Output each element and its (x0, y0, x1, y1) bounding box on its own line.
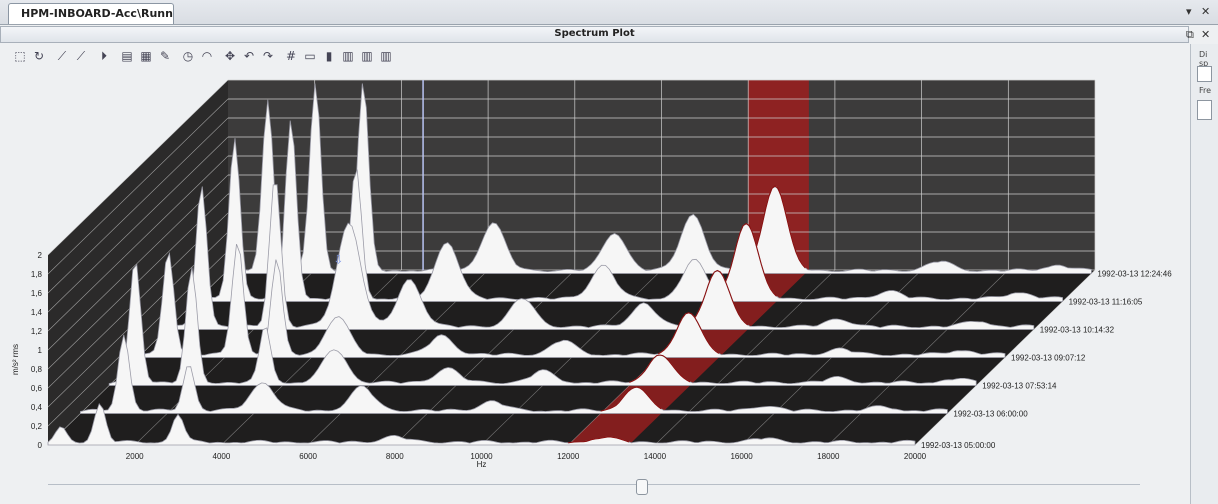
plot-toolbar: ⬚ ↻ ⟋ ⟋ ⏵ ▤ ▦ ✎ ◷ ◠ ✥ ↶ ↷ # ▭ ▮ ▥ ▥ ▥ (12, 48, 394, 68)
x-tick-label: 2000 (126, 452, 144, 461)
x-tick-label: 14000 (644, 452, 667, 461)
line-cursor-icon[interactable]: ⟋ (57, 49, 67, 63)
x-tick-label: 8000 (386, 452, 404, 461)
bars-icon[interactable]: ▥ (342, 49, 354, 63)
bar-highlight-icon[interactable]: ▮ (325, 49, 333, 63)
x-tick-label: 4000 (213, 452, 231, 461)
slope-icon[interactable]: ⟋ (76, 49, 86, 63)
rotate-right-icon[interactable]: ↷ (262, 49, 274, 63)
zoom-select-icon[interactable]: ⬚ (14, 49, 26, 63)
reset-zoom-icon[interactable]: ↻ (33, 49, 45, 63)
tab-dropdown-icon[interactable]: ▾ (1186, 5, 1192, 18)
spectrum-trace[interactable] (108, 263, 977, 386)
y-tick-label: 1,4 (31, 308, 43, 317)
x-axis-label: Hz (477, 460, 487, 469)
side-grid-line (47, 79, 229, 256)
side-grid-line (47, 174, 229, 351)
band-trace-highlight (600, 386, 662, 412)
rotate-left-icon[interactable]: ↶ (243, 49, 255, 63)
scrollbar-thumb[interactable] (636, 479, 648, 495)
side-panel: Di sp Fre (1190, 44, 1218, 504)
clock-icon[interactable]: ◷ (182, 49, 194, 63)
panel-close-icon[interactable]: ✕ (1201, 28, 1211, 41)
series-time-label[interactable]: 1992-03-13 05:00:00 (921, 441, 996, 450)
play-icon[interactable]: ⏵ (100, 49, 107, 63)
side-grid-line (47, 136, 229, 313)
side-label-display: Di sp (1199, 50, 1209, 68)
series-time-label[interactable]: 1992-03-13 09:07:12 (1011, 354, 1086, 363)
band-trace-highlight (715, 222, 777, 297)
panel-title: Spectrum Plot (554, 28, 635, 39)
grid-icon[interactable]: # (285, 49, 297, 63)
spectrum-trace[interactable] (223, 83, 1092, 274)
spectrum-trace[interactable] (80, 334, 948, 414)
spectrum-trace[interactable] (137, 243, 1006, 358)
export-icon[interactable]: ▦ (140, 49, 152, 63)
series-time-label[interactable]: 1992-03-13 10:14:32 (1040, 326, 1115, 335)
document-tab-bar: HPM-INBOARD-Acc\Running\... ▾ ✕ (0, 0, 1218, 25)
table-icon[interactable]: ▭ (304, 49, 316, 63)
y-axis-label: m/s² rms (11, 344, 20, 375)
tab-close-icon[interactable]: ✕ (1201, 5, 1211, 18)
panel-restore-icon[interactable]: ⧉ (1186, 28, 1194, 41)
y-tick-label: 1,2 (31, 327, 43, 336)
y-tick-label: 0,6 (31, 384, 43, 393)
side-frequency-field[interactable] (1197, 100, 1212, 120)
y-tick-label: 0,4 (31, 403, 43, 412)
series-time-label[interactable]: 1992-03-13 12:24:46 (1097, 270, 1172, 279)
waterfall-spectrum-plot[interactable]: 0 0,2 0,4 0,6 0,8 1 1,2 1,4 1,6 1,8 2 1992-03-13 12… (0, 66, 1190, 480)
marker-arrow-icon[interactable]: ⇩ (333, 252, 343, 266)
series-time-label[interactable]: 1992-03-13 07:53:14 (982, 382, 1057, 391)
spectrum-trace[interactable] (47, 402, 916, 446)
area-chart-icon[interactable]: ▤ (121, 49, 133, 63)
bars3-icon[interactable]: ▥ (380, 49, 392, 63)
side-grid-line (47, 155, 229, 332)
y-tick-label: 1,8 (31, 270, 43, 279)
rotate-icon[interactable]: ◠ (201, 49, 213, 63)
pan-icon[interactable]: ✥ (224, 49, 236, 63)
panel-title-bar: Spectrum Plot (0, 26, 1189, 43)
side-grid-line (47, 98, 229, 275)
series-time-label[interactable]: 1992-03-13 06:00:00 (953, 410, 1028, 419)
series-time-label[interactable]: 1992-03-13 11:16:05 (1069, 298, 1143, 307)
band-trace-highlight (686, 269, 749, 326)
y-tick-label: 2 (38, 251, 43, 260)
y-tick-label: 1 (38, 346, 43, 355)
band-trace-highlight (657, 312, 720, 355)
band-trace-highlight (629, 354, 691, 383)
spectrum-trace[interactable] (166, 184, 1035, 330)
y-tick-label: 1,6 (31, 289, 43, 298)
x-tick-label: 6000 (299, 452, 317, 461)
x-tick-label: 20000 (904, 452, 927, 461)
edit-chart-icon[interactable]: ✎ (159, 49, 171, 63)
side-display-control[interactable] (1197, 66, 1212, 82)
x-tick-label: 10000 (470, 452, 493, 461)
x-tick-label: 16000 (730, 452, 753, 461)
y-tick-label: 0,2 (31, 422, 43, 431)
x-tick-label: 18000 (817, 452, 840, 461)
time-scrollbar[interactable] (48, 479, 1140, 495)
bars2-icon[interactable]: ▥ (361, 49, 373, 63)
side-grid-line (47, 117, 229, 294)
document-tab[interactable]: HPM-INBOARD-Acc\Running\... (8, 3, 174, 24)
band-trace-highlight (568, 436, 630, 444)
side-label-freq: Fre (1199, 86, 1212, 95)
y-tick-label: 0,8 (31, 365, 43, 374)
x-tick-label: 12000 (557, 452, 580, 461)
y-tick-label: 0 (38, 441, 43, 450)
